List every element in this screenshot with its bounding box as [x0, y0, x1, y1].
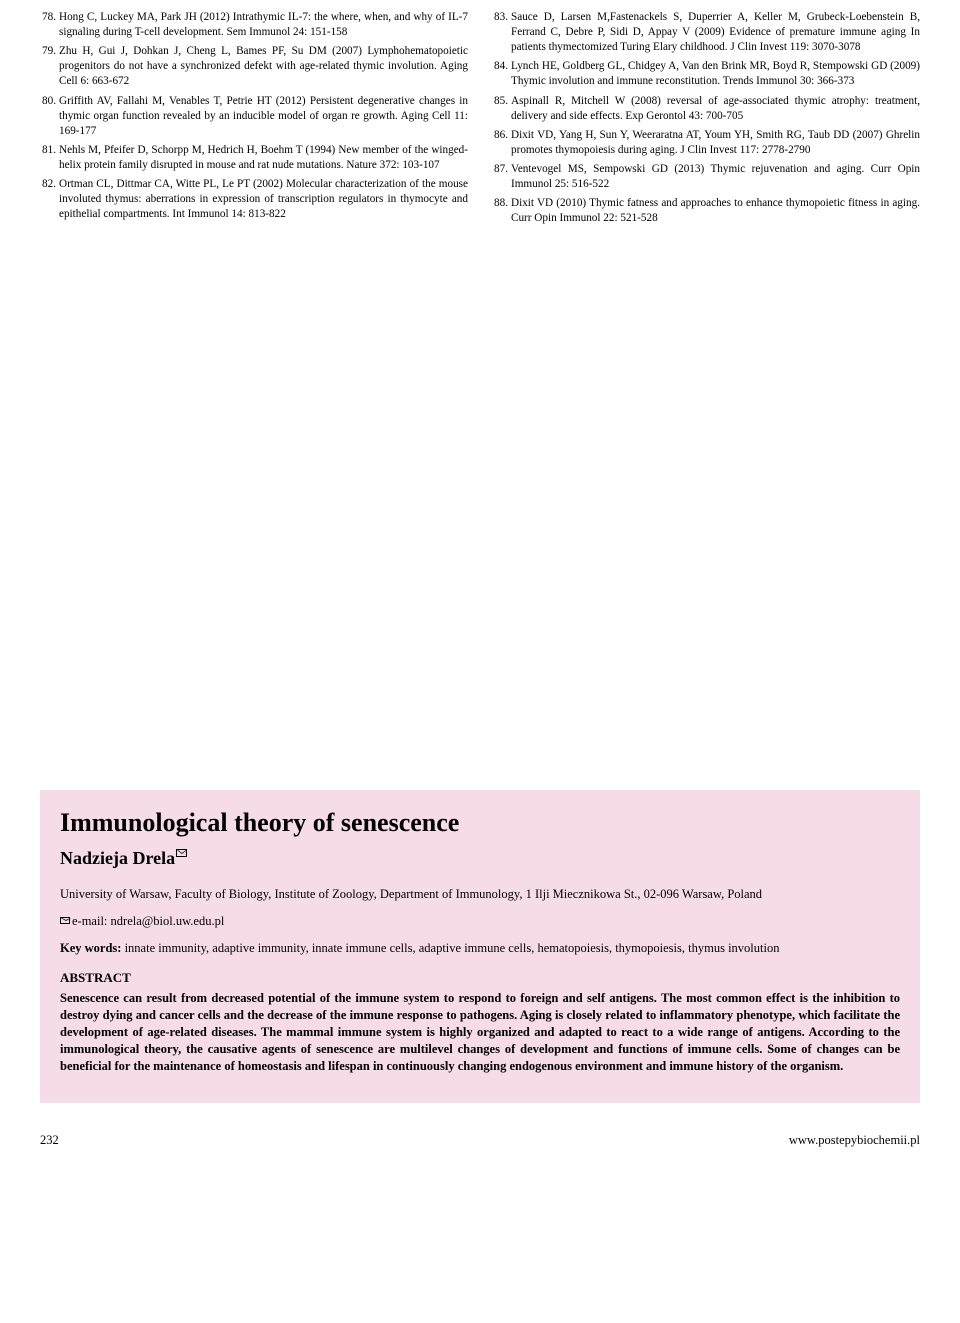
reference-number: 85.	[492, 94, 511, 124]
abstract-author: Nadzieja Drela	[60, 848, 900, 869]
reference-number: 83.	[492, 10, 511, 55]
reference-item: 86.Dixit VD, Yang H, Sun Y, Weeraratna A…	[492, 128, 920, 158]
reference-text: Zhu H, Gui J, Dohkan J, Cheng L, Bames P…	[59, 44, 468, 89]
reference-text: Sauce D, Larsen M,Fastenackels S, Duperr…	[511, 10, 920, 55]
page-number: 232	[40, 1133, 59, 1148]
keywords-text: innate immunity, adaptive immunity, inna…	[121, 941, 779, 955]
keywords-label: Key words:	[60, 941, 121, 955]
reference-text: Dixit VD, Yang H, Sun Y, Weeraratna AT, …	[511, 128, 920, 158]
abstract-box: Immunological theory of senescence Nadzi…	[40, 790, 920, 1102]
reference-item: 88.Dixit VD (2010) Thymic fatness and ap…	[492, 196, 920, 226]
envelope-icon	[176, 849, 187, 857]
references-right-column: 83.Sauce D, Larsen M,Fastenackels S, Dup…	[492, 10, 920, 230]
abstract-body: Senescence can result from decreased pot…	[60, 990, 900, 1074]
abstract-title: Immunological theory of senescence	[60, 808, 900, 838]
email-line: e-mail: ndrela@biol.uw.edu.pl	[60, 914, 900, 929]
abstract-heading: ABSTRACT	[60, 970, 900, 986]
reference-number: 78.	[40, 10, 59, 40]
reference-text: Nehls M, Pfeifer D, Schorpp M, Hedrich H…	[59, 143, 468, 173]
page-footer: 232 www.postepybiochemii.pl	[0, 1103, 960, 1162]
reference-item: 80.Griffith AV, Fallahi M, Venables T, P…	[40, 94, 468, 139]
reference-number: 86.	[492, 128, 511, 158]
reference-item: 82.Ortman CL, Dittmar CA, Witte PL, Le P…	[40, 177, 468, 222]
envelope-icon	[60, 917, 70, 924]
reference-number: 84.	[492, 59, 511, 89]
footer-url: www.postepybiochemii.pl	[789, 1133, 920, 1148]
reference-item: 85.Aspinall R, Mitchell W (2008) reversa…	[492, 94, 920, 124]
keywords-line: Key words: innate immunity, adaptive imm…	[60, 941, 900, 956]
reference-item: 78.Hong C, Luckey MA, Park JH (2012) Int…	[40, 10, 468, 40]
author-name: Nadzieja Drela	[60, 848, 175, 868]
reference-item: 87.Ventevogel MS, Sempowski GD (2013) Th…	[492, 162, 920, 192]
reference-number: 82.	[40, 177, 59, 222]
reference-number: 81.	[40, 143, 59, 173]
affiliation: University of Warsaw, Faculty of Biology…	[60, 887, 900, 902]
reference-number: 87.	[492, 162, 511, 192]
reference-text: Lynch HE, Goldberg GL, Chidgey A, Van de…	[511, 59, 920, 89]
reference-item: 81.Nehls M, Pfeifer D, Schorpp M, Hedric…	[40, 143, 468, 173]
reference-text: Hong C, Luckey MA, Park JH (2012) Intrat…	[59, 10, 468, 40]
reference-text: Griffith AV, Fallahi M, Venables T, Petr…	[59, 94, 468, 139]
reference-number: 79.	[40, 44, 59, 89]
reference-number: 88.	[492, 196, 511, 226]
email-text: e-mail: ndrela@biol.uw.edu.pl	[72, 914, 224, 928]
reference-item: 84.Lynch HE, Goldberg GL, Chidgey A, Van…	[492, 59, 920, 89]
reference-text: Aspinall R, Mitchell W (2008) reversal o…	[511, 94, 920, 124]
references-section: 78.Hong C, Luckey MA, Park JH (2012) Int…	[0, 0, 960, 230]
references-left-column: 78.Hong C, Luckey MA, Park JH (2012) Int…	[40, 10, 468, 230]
reference-number: 80.	[40, 94, 59, 139]
reference-text: Dixit VD (2010) Thymic fatness and appro…	[511, 196, 920, 226]
reference-text: Ortman CL, Dittmar CA, Witte PL, Le PT (…	[59, 177, 468, 222]
reference-item: 83.Sauce D, Larsen M,Fastenackels S, Dup…	[492, 10, 920, 55]
reference-item: 79.Zhu H, Gui J, Dohkan J, Cheng L, Bame…	[40, 44, 468, 89]
reference-text: Ventevogel MS, Sempowski GD (2013) Thymi…	[511, 162, 920, 192]
